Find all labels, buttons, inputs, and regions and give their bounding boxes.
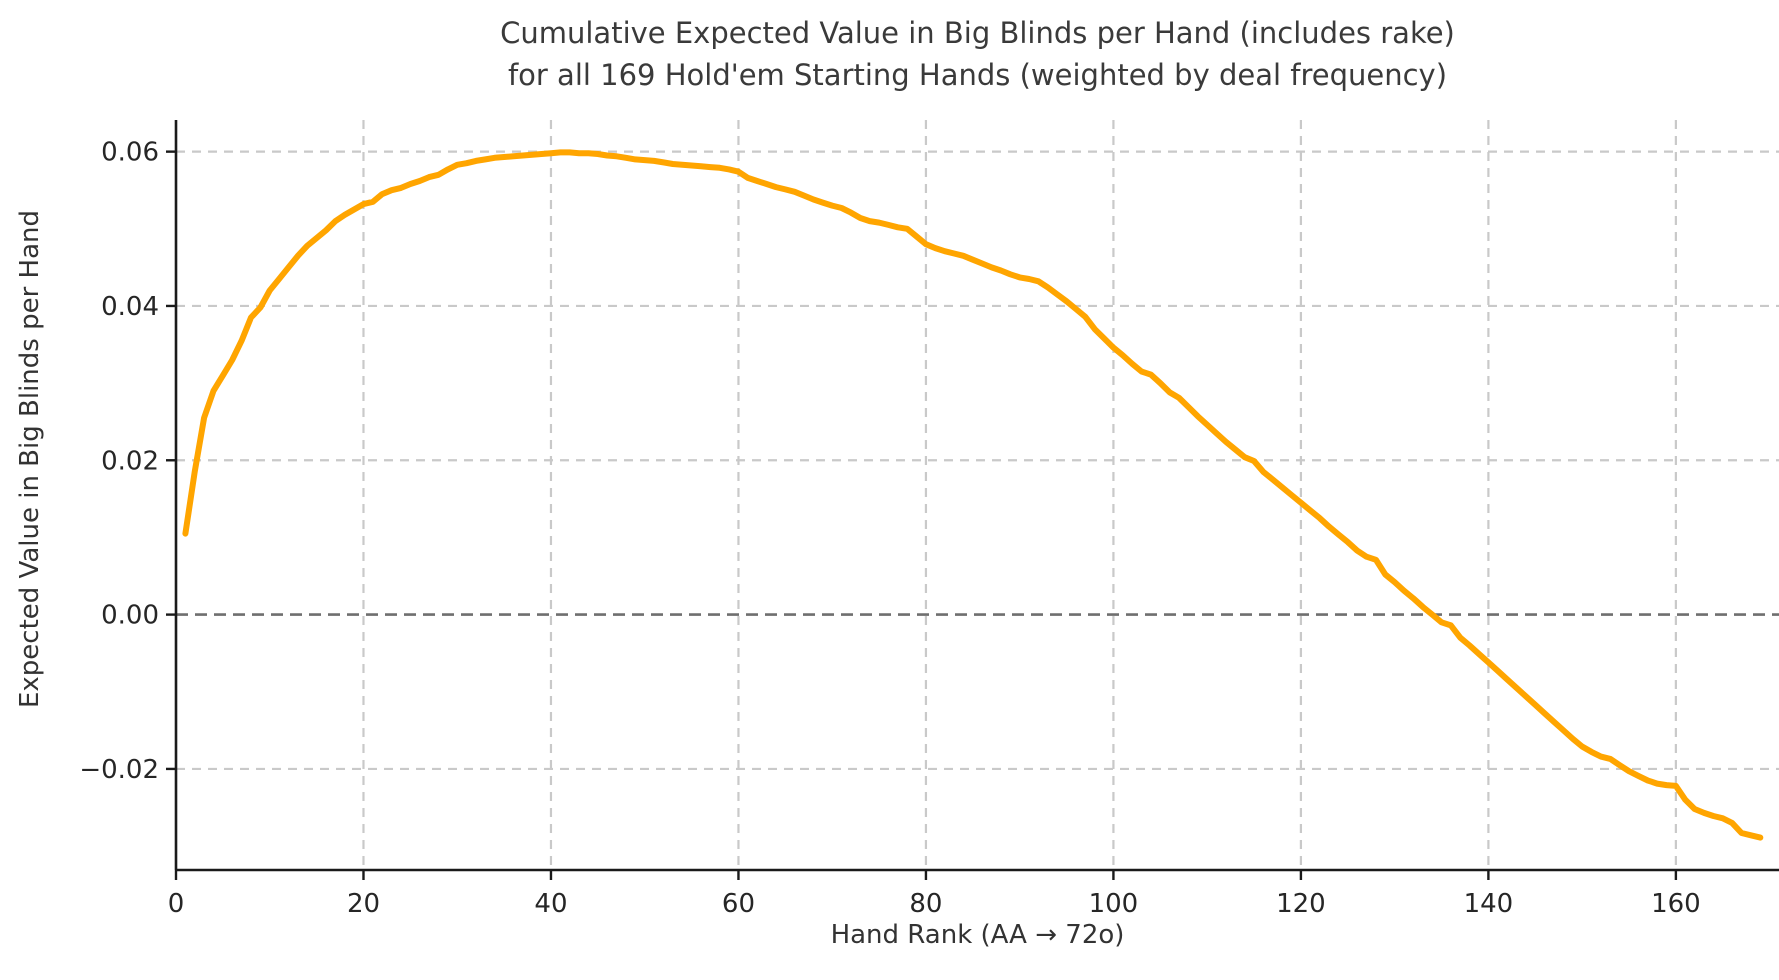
x-tick-label-120: 120	[1276, 889, 1326, 919]
x-tick-label-0: 0	[168, 889, 185, 919]
x-tick-label-160: 160	[1651, 889, 1701, 919]
chart-title: Cumulative Expected Value in Big Blinds …	[176, 12, 1779, 96]
x-tick-label-100: 100	[1089, 889, 1139, 919]
y-tick-label-0.00: 0.00	[101, 601, 159, 631]
x-tick-label-80: 80	[909, 889, 942, 919]
y-tick-label-0.06: 0.06	[101, 138, 159, 168]
x-tick-label-140: 140	[1464, 889, 1514, 919]
chart-title-line2: for all 169 Hold'em Starting Hands (weig…	[507, 58, 1448, 92]
x-tick-label-60: 60	[722, 889, 755, 919]
x-axis-label: Hand Rank (AA → 72o)	[830, 920, 1125, 950]
y-tick-label-0.04: 0.04	[101, 292, 159, 322]
x-tick-label-40: 40	[534, 889, 567, 919]
chart-title-line1: Cumulative Expected Value in Big Blinds …	[500, 16, 1455, 50]
ev-curve	[182, 149, 1764, 841]
y-tick-label-0.02: 0.02	[101, 446, 159, 476]
x-tick-label-20: 20	[347, 889, 380, 919]
y-tick-label-−0.02: −0.02	[79, 755, 159, 785]
